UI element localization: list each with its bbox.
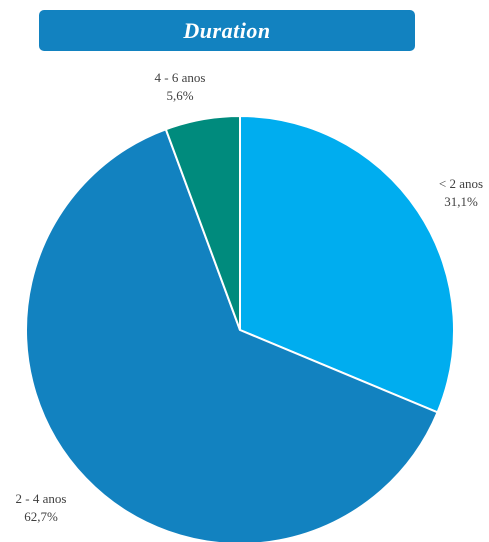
- slice-value-label-2: 5,6%: [166, 88, 193, 103]
- slice-value-label-1: 62,7%: [24, 509, 58, 524]
- slice-category-label-0: < 2 anos: [439, 176, 483, 191]
- pie-slice-0: [239, 114, 456, 414]
- pie-slice-1: [25, 127, 439, 542]
- chart-title-banner: Duration: [39, 10, 415, 51]
- pie-slice-2: [164, 114, 241, 331]
- slice-value-label-0: 31,1%: [444, 194, 478, 209]
- slice-category-label-2: 4 - 6 anos: [155, 70, 206, 85]
- slice-category-label-1: 2 - 4 anos: [16, 491, 67, 506]
- chart-title: Duration: [183, 17, 271, 43]
